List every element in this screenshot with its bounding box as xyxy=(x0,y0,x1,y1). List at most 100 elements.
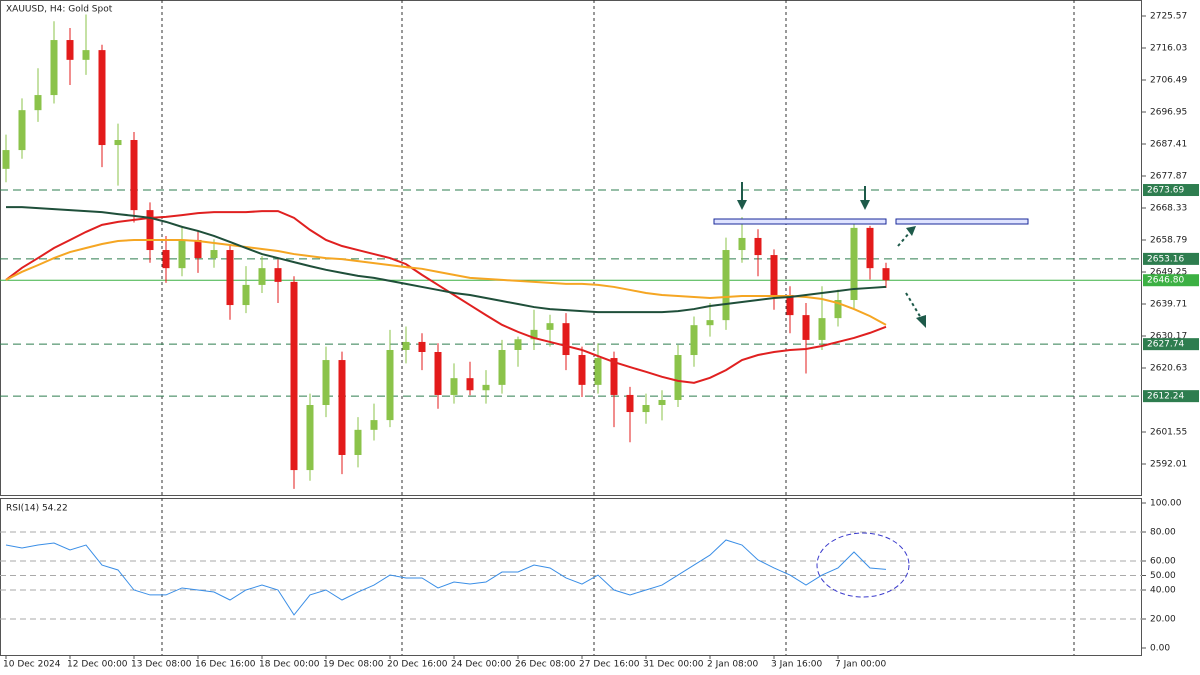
level-label-box xyxy=(1143,184,1199,197)
candle-body xyxy=(802,315,810,340)
x-tick-label: 18 Dec 00:00 xyxy=(259,660,320,670)
candle-body xyxy=(418,341,426,353)
candle-body xyxy=(834,300,842,319)
chart-title: XAUUSD, H4: Gold Spot xyxy=(6,5,113,15)
y-tick-label: 20.00 xyxy=(1150,615,1176,625)
candle-body xyxy=(626,394,634,413)
y-tick-label: 80.00 xyxy=(1150,528,1176,538)
level-label-box xyxy=(1143,338,1199,351)
candle-body xyxy=(866,227,874,269)
candle-body xyxy=(98,50,106,146)
candle-body xyxy=(306,405,314,471)
level-label: 2653.16 xyxy=(1147,254,1184,264)
candle-body xyxy=(146,210,154,251)
level-label-box xyxy=(1143,274,1199,287)
y-tick-label: 2620.63 xyxy=(1150,364,1187,374)
candle-body xyxy=(546,323,554,330)
candle-body xyxy=(818,318,826,340)
y-tick-label: 2601.55 xyxy=(1150,428,1187,438)
y-tick-label: 2725.57 xyxy=(1150,12,1187,22)
y-tick-label: 0.00 xyxy=(1150,644,1170,654)
candle-body xyxy=(434,352,442,395)
y-tick-label: 2696.95 xyxy=(1150,108,1187,118)
candle-body xyxy=(754,237,762,256)
x-tick-label: 16 Dec 16:00 xyxy=(195,660,256,670)
candle-body xyxy=(690,325,698,356)
candle-body xyxy=(706,320,714,326)
y-tick-label: 2706.49 xyxy=(1150,76,1187,86)
y-tick-label: 2630.17 xyxy=(1150,332,1187,342)
candle-body xyxy=(66,40,74,60)
candle-body xyxy=(50,40,58,96)
x-tick-label: 26 Dec 08:00 xyxy=(515,660,576,670)
y-tick-label: 2677.87 xyxy=(1150,172,1187,182)
candle-body xyxy=(274,268,282,282)
candle-body xyxy=(594,358,602,385)
candle-body xyxy=(194,239,202,259)
candle-body xyxy=(498,349,506,385)
resistance-zone xyxy=(713,218,887,225)
candle-body xyxy=(34,95,42,111)
moving-average xyxy=(5,238,887,326)
candle-body xyxy=(18,110,26,151)
level-label: 2646.80 xyxy=(1147,276,1184,286)
level-label: 2627.74 xyxy=(1147,340,1184,350)
y-tick-label: 2716.03 xyxy=(1150,44,1187,54)
y-tick-label: 2687.41 xyxy=(1150,140,1187,150)
level-label-box xyxy=(1143,252,1199,265)
level-label-box xyxy=(1143,390,1199,403)
y-tick-label: 2592.01 xyxy=(1150,460,1187,470)
x-tick-label: 7 Jan 00:00 xyxy=(835,660,887,670)
main-frame xyxy=(0,0,1142,496)
candle-body xyxy=(354,429,362,455)
candle-body xyxy=(482,384,490,391)
moving-average xyxy=(6,206,887,314)
candle-body xyxy=(658,399,666,406)
x-tick-label: 20 Dec 16:00 xyxy=(387,660,448,670)
candle-body xyxy=(578,355,586,385)
resistance-zone xyxy=(895,218,1029,225)
candle-body xyxy=(402,341,410,350)
candle-body xyxy=(786,294,794,316)
candle-body xyxy=(450,378,458,395)
candle-body xyxy=(226,250,234,306)
candle-body xyxy=(162,250,170,269)
y-tick-label: 2668.33 xyxy=(1150,204,1187,214)
plot-layer: 2725.57 2716.03 2706.49 2696.95 2687.41 2677.… xyxy=(0,12,1199,670)
rsi-frame xyxy=(0,498,1142,656)
candle-body xyxy=(642,405,650,413)
candle-body xyxy=(722,250,730,321)
candle-body xyxy=(322,360,330,406)
y-tick-label: 100.00 xyxy=(1150,499,1182,509)
x-tick-label: 31 Dec 00:00 xyxy=(643,660,704,670)
candle-body xyxy=(258,268,266,285)
candle-body xyxy=(530,329,538,340)
x-tick-label: 10 Dec 2024 xyxy=(3,660,61,670)
x-tick-label: 12 Dec 00:00 xyxy=(67,660,128,670)
level-label: 2612.24 xyxy=(1147,392,1184,402)
y-tick-label: 2658.79 xyxy=(1150,236,1187,246)
candle-body xyxy=(882,268,890,281)
y-tick-label: 2649.25 xyxy=(1150,268,1187,278)
candle-body xyxy=(850,227,858,301)
candle-body xyxy=(738,237,746,251)
rsi-line xyxy=(5,539,887,616)
candle-body xyxy=(674,355,682,400)
rsi-title: RSI(14) 54.22 xyxy=(6,504,68,514)
candle-body xyxy=(370,420,378,430)
candle-body xyxy=(82,50,90,60)
candle-body xyxy=(610,358,618,395)
y-tick-label: 60.00 xyxy=(1150,557,1176,567)
x-tick-label: 13 Dec 08:00 xyxy=(131,660,192,670)
candle-body xyxy=(514,339,522,350)
candle-body xyxy=(386,349,394,421)
x-tick-label: 19 Dec 08:00 xyxy=(323,660,384,670)
y-tick-label: 50.00 xyxy=(1150,571,1176,581)
candle-body xyxy=(114,140,122,146)
candle-body xyxy=(290,281,298,471)
candle-body xyxy=(770,255,778,295)
y-tick-label: 2639.71 xyxy=(1150,300,1187,310)
level-label: 2673.69 xyxy=(1147,186,1184,196)
x-tick-label: 2 Jan 08:00 xyxy=(707,660,759,670)
rsi-highlight xyxy=(816,532,910,598)
